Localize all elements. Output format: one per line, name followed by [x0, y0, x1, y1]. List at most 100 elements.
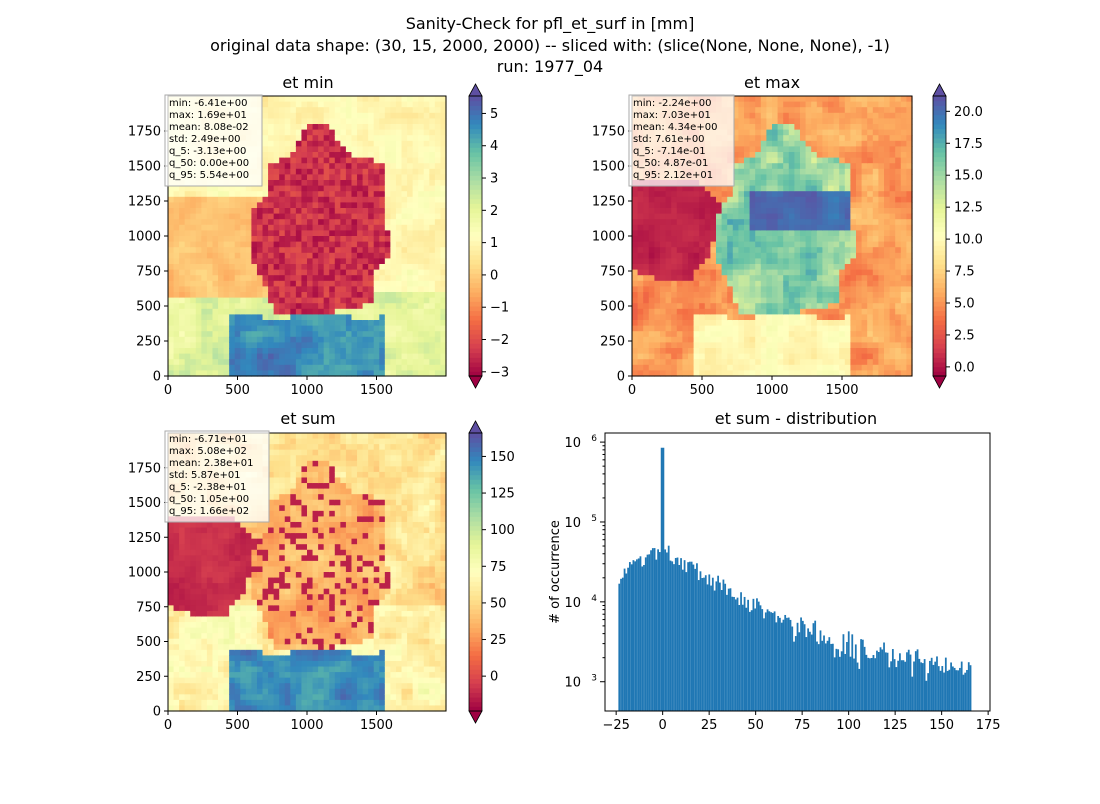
heatmap-cell — [385, 242, 391, 248]
heatmap-cell — [196, 281, 202, 287]
heatmap-cell — [212, 202, 218, 208]
heatmap-cell — [811, 202, 817, 208]
heatmap-cell — [822, 135, 828, 141]
heatmap-cell — [402, 303, 408, 309]
heatmap-cell — [738, 286, 744, 292]
x-tick-label: 1000 — [290, 383, 323, 398]
heatmap-cell — [890, 158, 896, 164]
heatmap-cell — [643, 253, 649, 259]
heatmap-cell — [727, 191, 733, 197]
heatmap-cell — [884, 242, 890, 248]
heatmap-cell — [335, 202, 341, 208]
heatmap-cell — [396, 258, 402, 264]
heatmap-cell — [755, 146, 761, 152]
heatmap-cell — [744, 264, 750, 270]
heatmap-cell — [390, 365, 396, 371]
heatmap-cell — [201, 326, 207, 332]
heatmap-cell — [379, 191, 385, 197]
heatmap-cell — [168, 342, 174, 348]
heatmap-cell — [340, 359, 346, 365]
heatmap-cell — [435, 208, 441, 214]
heatmap-cell — [722, 354, 728, 360]
heatmap-cell — [351, 236, 357, 242]
heatmap-cell — [811, 118, 817, 124]
heatmap-cell — [811, 174, 817, 180]
heatmap-cell — [224, 320, 230, 326]
heatmap-cell — [778, 163, 784, 169]
heatmap-cell — [688, 219, 694, 225]
heatmap-cell — [839, 135, 845, 141]
heatmap-cell — [822, 225, 828, 231]
heatmap-cell — [671, 337, 677, 343]
heatmap-cell — [862, 247, 868, 253]
heatmap-cell — [313, 275, 319, 281]
heatmap-cell — [307, 163, 313, 169]
heatmap-cell — [783, 202, 789, 208]
heatmap-cell — [800, 331, 806, 337]
heatmap-cell — [396, 264, 402, 270]
heatmap-cell — [783, 102, 789, 108]
heatmap-cell — [207, 208, 213, 214]
heatmap-cell — [722, 298, 728, 304]
heatmap-cell — [385, 130, 391, 136]
heatmap-cell — [744, 258, 750, 264]
heatmap-cell — [822, 113, 828, 119]
heatmap-cell — [374, 309, 380, 315]
heatmap-cell — [811, 309, 817, 315]
heatmap-cell — [390, 141, 396, 147]
heatmap-cell — [766, 186, 772, 192]
heatmap-cell — [274, 253, 280, 259]
heatmap-cell — [794, 230, 800, 236]
heatmap-cell — [733, 208, 739, 214]
heatmap-cell — [363, 236, 369, 242]
heatmap-cell — [429, 303, 435, 309]
heatmap-cell — [296, 208, 302, 214]
heatmap-cell — [418, 141, 424, 147]
heatmap-cell — [368, 348, 374, 354]
heatmap-cell — [196, 337, 202, 343]
heatmap-cell — [318, 214, 324, 220]
heatmap-cell — [750, 326, 756, 332]
heatmap-cell — [766, 258, 772, 264]
heatmap-cell — [285, 141, 291, 147]
heatmap-cell — [867, 214, 873, 220]
heatmap-cell — [407, 303, 413, 309]
heatmap-cell — [654, 320, 660, 326]
heatmap-cell — [290, 298, 296, 304]
heatmap-cell — [766, 230, 772, 236]
heatmap-cell — [185, 275, 191, 281]
heatmap-cell — [643, 337, 649, 343]
heatmap-cell — [301, 342, 307, 348]
heatmap-cell — [329, 163, 335, 169]
heatmap-cell — [817, 314, 823, 320]
heatmap-cell — [324, 258, 330, 264]
heatmap-cell — [873, 107, 879, 113]
heatmap-cell — [850, 281, 856, 287]
heatmap-cell — [168, 281, 174, 287]
heatmap-cell — [845, 158, 851, 164]
heatmap-cell — [789, 320, 795, 326]
heatmap-cell — [424, 208, 430, 214]
heatmap-cell — [867, 314, 873, 320]
heatmap-cell — [418, 135, 424, 141]
heatmap-cell — [290, 337, 296, 343]
heatmap-cell — [368, 359, 374, 365]
heatmap-cell — [834, 270, 840, 276]
heatmap-cell — [340, 247, 346, 253]
heatmap-cell — [856, 124, 862, 130]
heatmap-cell — [257, 275, 263, 281]
heatmap-cell — [307, 96, 313, 102]
heatmap-cell — [224, 230, 230, 236]
heatmap-cell — [218, 230, 224, 236]
heatmap-cell — [379, 326, 385, 332]
heatmap-cell — [895, 146, 901, 152]
heatmap-cell — [682, 320, 688, 326]
heatmap-cell — [207, 247, 213, 253]
heatmap-cell — [862, 264, 868, 270]
heatmap-cell — [429, 236, 435, 242]
heatmap-cell — [750, 230, 756, 236]
heatmap-cell — [257, 247, 263, 253]
heatmap-cell — [274, 130, 280, 136]
heatmap-cell — [396, 359, 402, 365]
